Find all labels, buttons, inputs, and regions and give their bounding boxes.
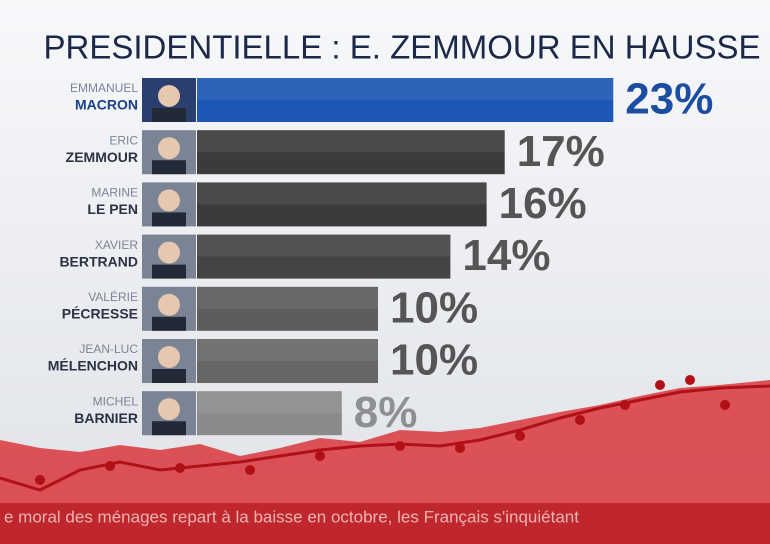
last-name: MACRON: [75, 97, 138, 113]
value-label: 10%: [390, 336, 478, 385]
bar-shine: [197, 286, 378, 309]
photo-suit: [152, 160, 186, 175]
bar: [197, 182, 487, 227]
value-label: 23%: [625, 75, 713, 124]
overlay-line: [0, 384, 770, 492]
last-name: BERTRAND: [59, 253, 138, 269]
value-label: 17%: [517, 127, 605, 176]
bar-shine: [197, 78, 614, 100]
first-name: ERIC: [109, 133, 138, 147]
bar: [197, 78, 614, 122]
photo-suit: [152, 212, 186, 227]
photo-face: [158, 398, 180, 421]
ticker-band: [0, 503, 770, 544]
first-name: EMMANUEL: [70, 81, 138, 95]
photo-face: [158, 189, 180, 212]
bar: [197, 339, 378, 383]
photo-suit: [152, 421, 186, 436]
photo-suit: [152, 316, 186, 331]
value-label: 10%: [390, 283, 478, 332]
value-label: 14%: [462, 231, 550, 280]
first-name: MARINE: [91, 186, 138, 200]
chart-title: PRESIDENTIELLE : E. ZEMMOUR EN HAUSSE: [44, 29, 761, 66]
last-name: MÉLENCHON: [48, 358, 138, 374]
overlay-dots: [35, 375, 730, 485]
photo-face: [158, 241, 180, 264]
bar: [197, 391, 342, 436]
bar-shine: [197, 339, 378, 361]
ticker-text: e moral des ménages repart à la baisse e…: [4, 507, 579, 526]
first-name: VALÉRIE: [88, 289, 138, 304]
bar: [197, 130, 505, 175]
bar: [197, 286, 378, 331]
last-name: LE PEN: [87, 201, 138, 217]
bar-shine: [197, 130, 505, 153]
photo-suit: [152, 369, 186, 383]
value-label: 16%: [499, 179, 587, 228]
last-name: PÉCRESSE: [62, 306, 138, 322]
last-name: BARNIER: [74, 410, 138, 426]
photo-suit: [152, 108, 186, 122]
value-label: 8%: [354, 388, 418, 437]
photo-suit: [152, 264, 186, 279]
last-name: ZEMMOUR: [66, 149, 138, 165]
photo-face: [158, 137, 180, 160]
photo-face: [158, 346, 180, 368]
bar-shine: [197, 391, 342, 414]
first-name: XAVIER: [95, 238, 138, 252]
bar: [197, 234, 451, 279]
first-name: MICHEL: [93, 394, 139, 408]
photo-face: [158, 293, 180, 316]
first-name: JEAN-LUC: [79, 342, 138, 356]
photo-face: [158, 85, 180, 107]
bar-rows: EMMANUEL MACRON 23% ERIC ZEMMOUR 17% MARINELE …: [48, 75, 714, 437]
bar-shine: [197, 182, 487, 205]
bar-shine: [197, 234, 451, 257]
